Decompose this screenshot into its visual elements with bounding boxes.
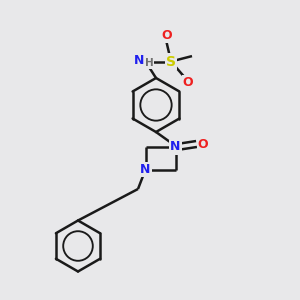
Text: H: H [145,58,154,68]
Text: O: O [183,76,194,89]
Text: H: H [145,58,154,68]
Text: S: S [166,55,176,68]
Text: S: S [166,55,176,68]
Text: N: N [170,140,181,154]
Text: O: O [161,29,172,42]
Text: O: O [161,29,172,42]
Text: N: N [134,53,144,67]
Text: O: O [198,137,208,151]
Text: N: N [134,53,144,67]
Text: O: O [183,76,194,89]
Text: N: N [140,163,151,176]
Text: N: N [140,163,151,176]
Text: N: N [170,140,181,154]
Text: O: O [198,137,208,151]
